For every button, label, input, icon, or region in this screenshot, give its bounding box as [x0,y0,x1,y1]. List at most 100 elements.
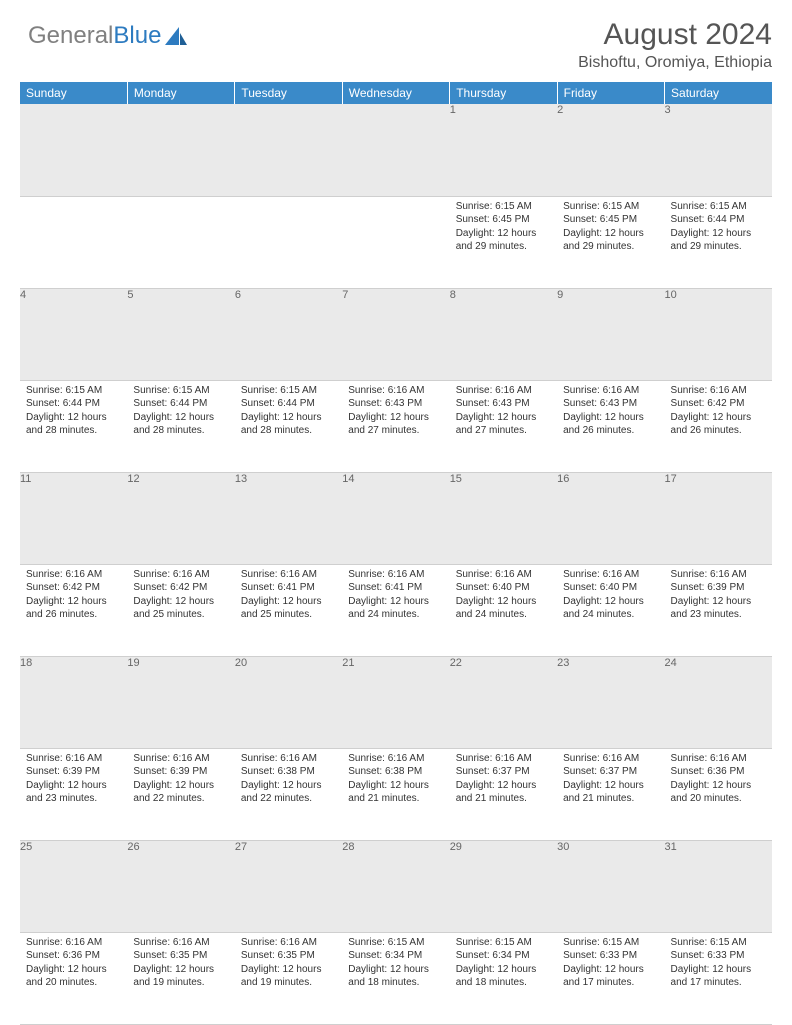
day-number [342,104,449,196]
week-row: Sunrise: 6:16 AMSunset: 6:42 PMDaylight:… [20,564,772,656]
weekday-header: Friday [557,82,664,104]
day-cell: Sunrise: 6:15 AMSunset: 6:44 PMDaylight:… [235,380,342,472]
day-number [20,104,127,196]
day-cell: Sunrise: 6:16 AMSunset: 6:39 PMDaylight:… [20,748,127,840]
day-number: 27 [235,840,342,932]
day-number: 20 [235,656,342,748]
day-details: Sunrise: 6:15 AMSunset: 6:34 PMDaylight:… [342,933,449,994]
weekday-header: Monday [127,82,234,104]
day-cell: Sunrise: 6:16 AMSunset: 6:39 PMDaylight:… [127,748,234,840]
day-details: Sunrise: 6:16 AMSunset: 6:42 PMDaylight:… [20,565,127,626]
day-details: Sunrise: 6:15 AMSunset: 6:45 PMDaylight:… [557,197,664,258]
day-number: 23 [557,656,664,748]
brand-logo: GeneralBlue [28,22,187,50]
day-number: 9 [557,288,664,380]
calendar-table: SundayMondayTuesdayWednesdayThursdayFrid… [20,82,772,1025]
calendar-body: 123Sunrise: 6:15 AMSunset: 6:45 PMDaylig… [20,104,772,1024]
day-number: 12 [127,472,234,564]
day-cell: Sunrise: 6:16 AMSunset: 6:39 PMDaylight:… [665,564,772,656]
day-details: Sunrise: 6:16 AMSunset: 6:43 PMDaylight:… [342,381,449,442]
day-number: 13 [235,472,342,564]
day-details: Sunrise: 6:16 AMSunset: 6:37 PMDaylight:… [450,749,557,810]
day-details: Sunrise: 6:16 AMSunset: 6:38 PMDaylight:… [342,749,449,810]
day-details: Sunrise: 6:16 AMSunset: 6:35 PMDaylight:… [235,933,342,994]
daynum-row: 45678910 [20,288,772,380]
daynum-row: 11121314151617 [20,472,772,564]
day-cell: Sunrise: 6:16 AMSunset: 6:42 PMDaylight:… [665,380,772,472]
day-number: 15 [450,472,557,564]
day-cell: Sunrise: 6:15 AMSunset: 6:45 PMDaylight:… [557,196,664,288]
day-details: Sunrise: 6:15 AMSunset: 6:44 PMDaylight:… [665,197,772,258]
day-number [127,104,234,196]
day-details: Sunrise: 6:15 AMSunset: 6:44 PMDaylight:… [20,381,127,442]
day-details: Sunrise: 6:16 AMSunset: 6:37 PMDaylight:… [557,749,664,810]
day-cell: Sunrise: 6:16 AMSunset: 6:40 PMDaylight:… [450,564,557,656]
day-details: Sunrise: 6:15 AMSunset: 6:34 PMDaylight:… [450,933,557,994]
weekday-header: Saturday [665,82,772,104]
day-number: 30 [557,840,664,932]
day-details: Sunrise: 6:16 AMSunset: 6:40 PMDaylight:… [450,565,557,626]
day-number: 29 [450,840,557,932]
location-label: Bishoftu, Oromiya, Ethiopia [20,54,772,72]
day-cell: Sunrise: 6:15 AMSunset: 6:33 PMDaylight:… [557,932,664,1024]
day-number: 14 [342,472,449,564]
day-cell: Sunrise: 6:15 AMSunset: 6:34 PMDaylight:… [450,932,557,1024]
day-number: 24 [665,656,772,748]
day-cell: Sunrise: 6:16 AMSunset: 6:38 PMDaylight:… [235,748,342,840]
day-details: Sunrise: 6:16 AMSunset: 6:35 PMDaylight:… [127,933,234,994]
day-cell: Sunrise: 6:15 AMSunset: 6:45 PMDaylight:… [450,196,557,288]
day-number: 21 [342,656,449,748]
day-cell [20,196,127,288]
day-details: Sunrise: 6:16 AMSunset: 6:39 PMDaylight:… [20,749,127,810]
day-cell: Sunrise: 6:16 AMSunset: 6:35 PMDaylight:… [235,932,342,1024]
brand-part1: General [28,22,113,50]
day-details: Sunrise: 6:16 AMSunset: 6:43 PMDaylight:… [450,381,557,442]
brand-part2: Blue [113,22,161,50]
day-cell: Sunrise: 6:16 AMSunset: 6:42 PMDaylight:… [20,564,127,656]
day-cell: Sunrise: 6:15 AMSunset: 6:44 PMDaylight:… [127,380,234,472]
day-cell: Sunrise: 6:16 AMSunset: 6:41 PMDaylight:… [235,564,342,656]
day-details: Sunrise: 6:16 AMSunset: 6:42 PMDaylight:… [127,565,234,626]
day-details: Sunrise: 6:16 AMSunset: 6:40 PMDaylight:… [557,565,664,626]
day-cell [127,196,234,288]
day-cell [235,196,342,288]
weekday-header: Thursday [450,82,557,104]
day-cell [342,196,449,288]
day-number: 18 [20,656,127,748]
weekday-header: Sunday [20,82,127,104]
week-row: Sunrise: 6:16 AMSunset: 6:39 PMDaylight:… [20,748,772,840]
day-cell: Sunrise: 6:16 AMSunset: 6:35 PMDaylight:… [127,932,234,1024]
day-number: 11 [20,472,127,564]
day-number [235,104,342,196]
week-row: Sunrise: 6:15 AMSunset: 6:45 PMDaylight:… [20,196,772,288]
day-number: 22 [450,656,557,748]
day-cell: Sunrise: 6:16 AMSunset: 6:41 PMDaylight:… [342,564,449,656]
day-number: 4 [20,288,127,380]
weekday-header: Tuesday [235,82,342,104]
day-details: Sunrise: 6:16 AMSunset: 6:36 PMDaylight:… [665,749,772,810]
day-cell: Sunrise: 6:16 AMSunset: 6:43 PMDaylight:… [342,380,449,472]
day-number: 3 [665,104,772,196]
day-number: 25 [20,840,127,932]
day-cell: Sunrise: 6:16 AMSunset: 6:38 PMDaylight:… [342,748,449,840]
day-details: Sunrise: 6:16 AMSunset: 6:41 PMDaylight:… [235,565,342,626]
day-cell: Sunrise: 6:16 AMSunset: 6:42 PMDaylight:… [127,564,234,656]
day-number: 19 [127,656,234,748]
day-details: Sunrise: 6:15 AMSunset: 6:44 PMDaylight:… [127,381,234,442]
daynum-row: 123 [20,104,772,196]
day-number: 5 [127,288,234,380]
day-cell: Sunrise: 6:15 AMSunset: 6:44 PMDaylight:… [665,196,772,288]
day-details: Sunrise: 6:16 AMSunset: 6:36 PMDaylight:… [20,933,127,994]
day-number: 2 [557,104,664,196]
day-number: 26 [127,840,234,932]
daynum-row: 25262728293031 [20,840,772,932]
day-number: 31 [665,840,772,932]
day-cell: Sunrise: 6:16 AMSunset: 6:36 PMDaylight:… [665,748,772,840]
day-number: 28 [342,840,449,932]
day-cell: Sunrise: 6:15 AMSunset: 6:44 PMDaylight:… [20,380,127,472]
day-cell: Sunrise: 6:16 AMSunset: 6:37 PMDaylight:… [450,748,557,840]
day-number: 6 [235,288,342,380]
weekday-header-row: SundayMondayTuesdayWednesdayThursdayFrid… [20,82,772,104]
day-details: Sunrise: 6:15 AMSunset: 6:33 PMDaylight:… [665,933,772,994]
day-details: Sunrise: 6:16 AMSunset: 6:39 PMDaylight:… [665,565,772,626]
